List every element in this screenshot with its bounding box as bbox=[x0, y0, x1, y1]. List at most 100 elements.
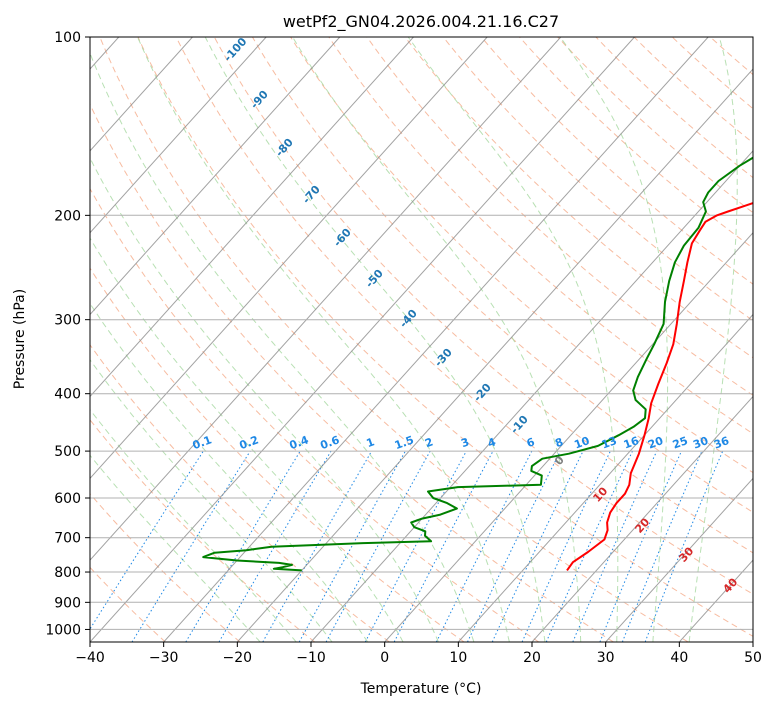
dry-adiabat bbox=[175, 37, 753, 595]
dry-adiabat bbox=[99, 37, 689, 642]
dry-adiabat bbox=[290, 37, 753, 474]
moist-adiabat bbox=[90, 237, 404, 642]
mixing-ratio-label: 2 bbox=[423, 435, 435, 450]
dry-adiabat bbox=[213, 37, 753, 554]
mixing-ratio-label: 13 bbox=[600, 434, 619, 451]
y-tick-label: 1000 bbox=[45, 622, 81, 638]
moist-adiabat bbox=[90, 51, 475, 642]
mixing-ratio-label: 30 bbox=[691, 434, 710, 452]
x-axis: −40 −30 −20 −10 0 10 20 30 40 50 bbox=[75, 642, 762, 666]
dry-adiabat bbox=[481, 37, 753, 285]
x-tick-label: −40 bbox=[75, 650, 105, 666]
y-axis-title: Pressure (hPa) bbox=[12, 289, 28, 389]
isotherm-line bbox=[531, 395, 753, 642]
moist-adiabat bbox=[559, 37, 669, 642]
mixing-ratio-label: 16 bbox=[622, 434, 641, 452]
y-axis: 100 200 300 400 500 600 700 800 900 1000 bbox=[45, 30, 90, 638]
y-tick-label: 600 bbox=[54, 491, 81, 507]
mixing-ratio-label: 20 bbox=[646, 434, 665, 452]
mixing-ratio-line bbox=[572, 450, 658, 642]
mixing-ratio-line bbox=[599, 450, 682, 642]
isotherm-line bbox=[457, 313, 753, 642]
isotherms bbox=[90, 37, 753, 642]
y-tick-label: 400 bbox=[54, 387, 81, 403]
isotherm-line bbox=[236, 68, 753, 642]
mixing-ratio-line bbox=[435, 450, 533, 642]
temperature-line bbox=[566, 201, 753, 571]
mixing-ratio-line bbox=[90, 450, 204, 630]
isotherm-line bbox=[90, 37, 635, 642]
dry-adiabat bbox=[442, 37, 753, 322]
dewpoint-line bbox=[202, 156, 753, 572]
mixing-ratio-line bbox=[644, 450, 724, 642]
moist-adiabat bbox=[407, 37, 619, 642]
mixing-ratio-label: 0.4 bbox=[288, 433, 311, 452]
y-tick-label: 900 bbox=[54, 595, 81, 611]
moist-adiabat bbox=[292, 37, 582, 642]
mixing-ratio-label: 1 bbox=[365, 435, 377, 450]
dry-adiabat bbox=[137, 37, 753, 637]
mixing-ratio-line bbox=[364, 450, 467, 642]
moist-adiabat bbox=[90, 358, 333, 642]
moist-adiabat bbox=[90, 408, 297, 642]
x-tick-label: 0 bbox=[380, 650, 389, 666]
mixing-ratio-label: 0.1 bbox=[191, 433, 214, 452]
chart-title: wetPf2_GN04.2026.004.21.16.C27 bbox=[283, 12, 559, 32]
moist-adiabat bbox=[90, 156, 439, 642]
mixing-ratio-label: 36 bbox=[712, 434, 731, 452]
moist-adiabat bbox=[688, 37, 738, 642]
plot-frame bbox=[89, 36, 754, 643]
isotherm-line bbox=[605, 477, 753, 642]
isotherm-line bbox=[90, 37, 193, 152]
y-tick-label: 300 bbox=[54, 313, 81, 329]
profile-lines bbox=[202, 156, 753, 572]
pressure-gridlines bbox=[90, 37, 753, 630]
mixing-ratio-label: 1.5 bbox=[393, 433, 416, 452]
mixing-ratio-label: 0.6 bbox=[318, 433, 341, 452]
dry-adiabat bbox=[633, 37, 753, 144]
y-tick-label: 100 bbox=[54, 30, 81, 46]
x-tick-label: 50 bbox=[744, 650, 762, 666]
mixing-ratio-label: 4 bbox=[486, 435, 498, 450]
mixing-ratio-label: 10 bbox=[572, 434, 591, 452]
y-tick-label: 200 bbox=[54, 208, 81, 224]
mixing-ratio-label: 0.2 bbox=[238, 433, 261, 452]
x-tick-label: −20 bbox=[223, 650, 253, 666]
isotherm-line bbox=[90, 37, 267, 234]
mixing-ratio-line bbox=[298, 450, 406, 642]
moist-adiabat bbox=[90, 454, 261, 642]
y-tick-label: 700 bbox=[54, 531, 81, 547]
isotherm-line bbox=[90, 37, 341, 316]
mixing-ratio-line bbox=[545, 450, 633, 642]
isotherm-line bbox=[90, 37, 414, 398]
mixing-ratio-line bbox=[621, 450, 703, 642]
x-tick-label: 30 bbox=[597, 650, 615, 666]
dry-adiabat bbox=[366, 37, 753, 396]
dry-adiabat bbox=[595, 37, 753, 179]
x-tick-label: 10 bbox=[449, 650, 467, 666]
mixing-ratio-label: 25 bbox=[671, 434, 690, 451]
x-tick-label: −10 bbox=[296, 650, 326, 666]
dry-adiabat bbox=[328, 37, 753, 435]
mixing-ratio-line bbox=[325, 450, 431, 642]
mixing-ratio-label: 3 bbox=[459, 435, 471, 450]
dry-adiabat bbox=[90, 103, 614, 642]
x-tick-label: 40 bbox=[670, 650, 688, 666]
isotherm-line bbox=[90, 37, 488, 480]
moist-adiabat bbox=[204, 37, 546, 642]
x-tick-label: −30 bbox=[149, 650, 179, 666]
x-axis-title: Temperature (°C) bbox=[360, 681, 482, 697]
dry-adiabat bbox=[90, 418, 316, 642]
mixing-ratio-label: 6 bbox=[525, 435, 537, 450]
x-tick-label: 20 bbox=[523, 650, 541, 666]
y-tick-label: 500 bbox=[54, 444, 81, 460]
isotherm-line bbox=[90, 37, 562, 561]
moist-adiabat bbox=[90, 302, 369, 642]
mixing-ratio-label: 8 bbox=[553, 435, 565, 450]
plot-area bbox=[90, 37, 753, 642]
y-tick-label: 800 bbox=[54, 565, 81, 581]
dry-adiabats bbox=[90, 37, 753, 642]
isotherm-line bbox=[163, 37, 709, 642]
